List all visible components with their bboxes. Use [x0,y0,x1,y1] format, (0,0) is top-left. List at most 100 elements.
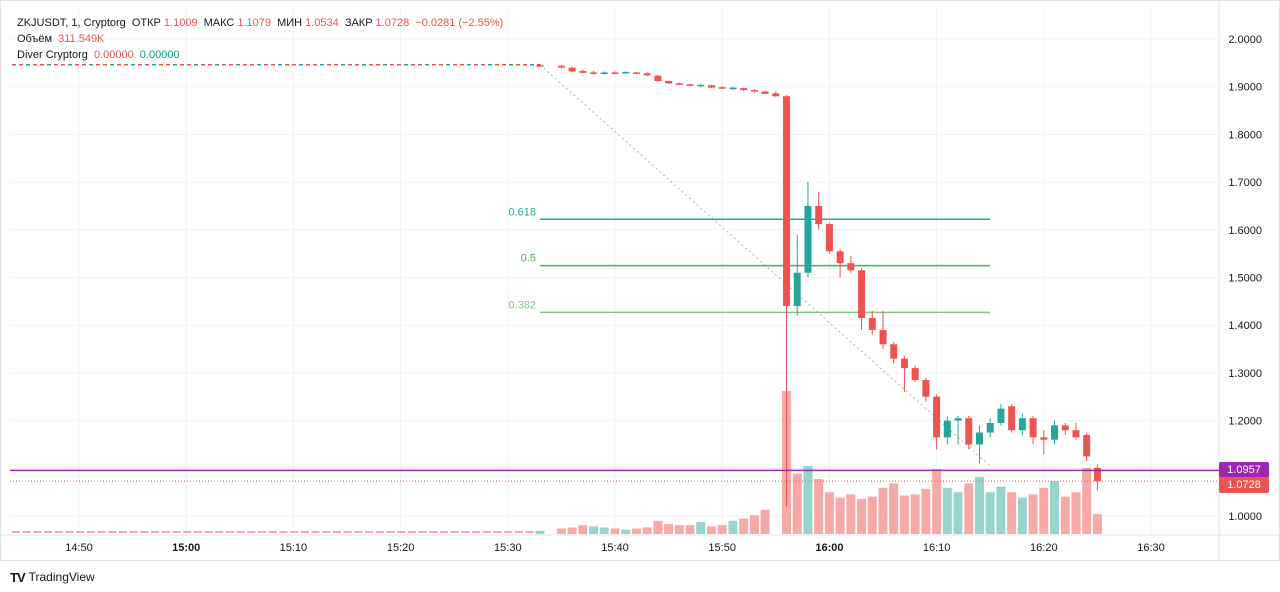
time-tick-label: 16:10 [923,542,951,554]
pre-history-volume [354,531,363,533]
pre-history-volume [525,531,534,533]
price-tick-label: 1.0000 [1228,511,1262,523]
pre-history-volume [482,531,491,533]
candle-body [965,418,973,445]
candle-body [1083,434,1091,457]
volume-bar [567,527,577,534]
volume-bar [631,528,641,534]
legend-open-value: 1.1009 [163,17,198,29]
pre-history-volume [461,531,470,533]
price-tick-label: 1.3000 [1228,368,1262,380]
price-tick-label: 1.5000 [1228,273,1262,285]
candle-body [868,318,876,330]
pre-history-volume [375,531,384,533]
legend-volume-label[interactable]: Объём [17,33,53,45]
pre-history-volume [429,531,438,533]
volume-bar [974,476,984,534]
volume-bar [1060,496,1070,534]
volume-bar [696,521,706,534]
candle-body [675,83,683,85]
pre-history-volume [258,531,267,533]
candle-body [954,418,962,421]
volume-bar [642,527,652,534]
time-tick-label: 15:50 [708,542,736,554]
pre-history-volume [226,531,234,533]
price-tick-label: 1.4000 [1228,320,1262,332]
price-tick-label: 1.2000 [1228,416,1262,428]
fib-level-label: 0.382 [508,299,536,311]
legend-indicator-label[interactable]: Diver Cryptorg [17,49,88,61]
candle-body [729,87,737,90]
pre-history-volume [151,531,160,533]
pre-history-volume [397,531,406,533]
candle-body [1061,425,1069,431]
candle-body [943,420,951,438]
pre-history-volume [268,531,277,533]
time-tick-label: 15:40 [601,542,629,554]
pre-history-volume [108,531,117,533]
price-tick-label: 1.9000 [1228,82,1262,94]
volume-bar [1028,494,1038,534]
pre-history-volume [311,531,320,533]
last-price-badge: 1.0728 [1219,477,1269,494]
volume-bar [1050,481,1060,534]
volume-bar [749,515,759,534]
candle-body [815,205,823,225]
pre-history-volume [493,531,502,533]
candle-body [686,84,694,86]
volume-bar [824,492,834,534]
volume-bar [610,528,620,534]
volume-bar [1092,514,1102,534]
volume-bar [1007,492,1017,534]
pre-history-volume [119,531,127,533]
pre-history-volume [140,531,149,533]
candle-body [611,72,619,74]
time-grid [78,8,1152,535]
pre-history-volume [161,531,170,533]
legend-change: −0.0281 (−2.55%) [415,17,504,29]
pre-history-volume [97,531,106,533]
time-tick-label: 14:50 [65,542,93,554]
pre-history-volume [204,531,213,533]
legend-low-value: 1.0534 [305,17,339,29]
pre-history-volume [504,531,513,533]
candle-body [568,67,576,72]
pre-history-volume [333,531,341,533]
candle-body [933,396,941,438]
legend-indicator-value-2: 0.00000 [139,49,180,61]
candle-body [557,65,565,68]
candle-body [1008,406,1016,431]
tradingview-name: TradingView [28,570,95,584]
pre-history-volume [129,531,138,533]
pre-history-volume [183,531,192,533]
volume-bar [857,498,867,534]
candle-body [579,70,587,73]
volume-bar [910,494,920,534]
price-tick-label: 1.7000 [1228,177,1262,189]
legend-volume-value: 311.549K [58,33,105,45]
legend-symbol[interactable]: ZKJUSDT, 1, Cryptorg [17,17,126,29]
time-tick-label: 15:10 [280,542,308,554]
candle-body [707,85,715,88]
volume-bar [835,497,845,534]
candle-body [911,368,919,381]
pre-history-volume [290,531,299,533]
volume-bar [589,526,599,534]
branding[interactable]: TV TradingView [10,568,95,586]
volume-bar [674,525,684,534]
time-tick-label: 15:30 [494,542,522,554]
volume-bar [899,495,909,534]
candle-body [718,87,726,89]
volume-bar [964,483,974,534]
legend-indicator-value-1: 0.00000 [93,49,134,61]
candle-body [975,432,983,445]
volume-bar [921,488,931,534]
volume-bar [878,487,888,534]
candle-body [986,422,994,433]
candle-body [697,84,705,87]
volume-bar [985,492,995,534]
candle-body [1072,430,1080,438]
volume-bar [814,479,824,534]
